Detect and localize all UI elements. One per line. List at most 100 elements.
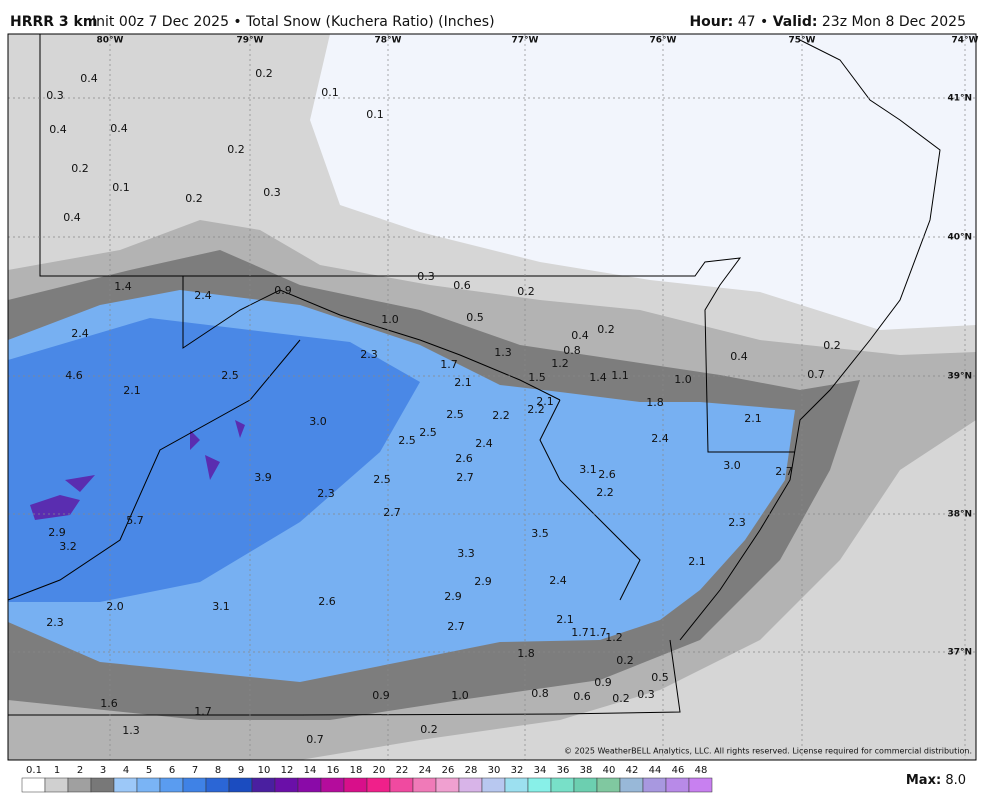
colorbar-label: 5 (146, 765, 152, 776)
colorbar-cell (182, 777, 207, 793)
snow-amount: 0.7 (807, 368, 825, 381)
snow-amount: 2.7 (447, 620, 465, 633)
snow-amount: 2.0 (106, 600, 124, 613)
max-value: 8.0 (945, 773, 966, 788)
colorbar-label: 32 (511, 765, 524, 776)
snow-amount: 2.4 (71, 327, 89, 340)
colorbar-cell (389, 777, 414, 793)
colorbar-label: 30 (488, 765, 501, 776)
colorbar-cell (228, 777, 253, 793)
colorbar-label: 42 (626, 765, 639, 776)
latitude-label: 37°N (947, 648, 972, 658)
snow-amount: 2.4 (549, 574, 567, 587)
snow-amount: 2.7 (775, 465, 793, 478)
snow-amount: 1.3 (122, 724, 140, 737)
valid-time: Hour: 47 • Valid: 23z Mon 8 Dec 2025 (689, 14, 966, 30)
colorbar-cell (550, 777, 575, 793)
snow-amount: 0.5 (651, 671, 669, 684)
snow-amount: 2.2 (527, 403, 545, 416)
longitude-label: 76°W (650, 36, 677, 46)
snow-amount: 0.7 (306, 733, 324, 746)
snow-amount: 2.4 (651, 432, 669, 445)
snow-amount: 2.9 (48, 526, 66, 539)
snow-amount: 2.1 (536, 395, 554, 408)
snow-amount: 0.8 (563, 344, 581, 357)
snow-amount: 2.6 (455, 452, 473, 465)
product: Init 00z 7 Dec 2025 • Total Snow (Kucher… (92, 14, 495, 30)
snow-amount: 2.2 (596, 486, 614, 499)
snow-amount: 0.2 (71, 162, 89, 175)
snow-amount: 0.2 (823, 339, 841, 352)
snow-amount: 2.1 (688, 555, 706, 568)
snow-amount: 0.3 (46, 89, 64, 102)
snow-amount: 3.3 (457, 547, 475, 560)
snow-amount: 0.4 (63, 211, 81, 224)
colorbar-label: 10 (258, 765, 271, 776)
snow-amount: 0.2 (255, 67, 273, 80)
colorbar-cell (688, 777, 713, 793)
snow-amount: 1.3 (494, 346, 512, 359)
snow-amount: 2.4 (475, 437, 493, 450)
snow-amount: 3.1 (579, 463, 597, 476)
snow-amount: 0.2 (185, 192, 203, 205)
colorbar-label: 44 (649, 765, 662, 776)
colorbar-cell (205, 777, 230, 793)
snow-amount: 0.2 (597, 323, 615, 336)
colorbar-label: 34 (534, 765, 547, 776)
snow-amount: 0.9 (372, 689, 390, 702)
map: 0.4 0.2 0.3 0.1 0.4 0.4 0.1 0.2 0.2 0.1 0.3 0.2 0.4 0… (7, 33, 977, 761)
snow-amount: 0.4 (49, 123, 67, 136)
colorbar-label: 2 (77, 765, 83, 776)
colorbar-label: 14 (304, 765, 317, 776)
colorbar-label: 6 (169, 765, 175, 776)
snow-amount: 2.1 (744, 412, 762, 425)
colorbar-cell (573, 777, 598, 793)
snow-amount: 1.1 (611, 369, 629, 382)
snow-amount: 2.7 (456, 471, 474, 484)
snow-amount: 1.7 (571, 626, 589, 639)
snow-amount: 2.4 (194, 289, 212, 302)
snow-amount: 2.5 (398, 434, 416, 447)
colorbar-label: 38 (580, 765, 593, 776)
longitude-label: 78°W (375, 36, 402, 46)
colorbar-cell (113, 777, 138, 793)
colorbar-cell (159, 777, 184, 793)
snow-amount: 0.1 (112, 181, 130, 194)
colorbar-label: 0.1 (26, 765, 42, 776)
snow-amount: 1.2 (551, 357, 569, 370)
colorbar-cell (596, 777, 621, 793)
snow-amount: 2.2 (492, 409, 510, 422)
snow-amount: 2.9 (444, 590, 462, 603)
colorbar-cell (504, 777, 529, 793)
snow-amount: 1.4 (589, 371, 607, 384)
snow-amount: 0.1 (321, 86, 339, 99)
colorbar-cell (619, 777, 644, 793)
colorbar-cell (458, 777, 483, 793)
snow-amount: 2.6 (318, 595, 336, 608)
colorbar-label: 36 (557, 765, 570, 776)
valid-label: Valid: (773, 14, 818, 30)
latitude-label: 41°N (947, 94, 972, 104)
snow-amount: 3.5 (531, 527, 549, 540)
colorbar-cell (665, 777, 690, 793)
snow-amount: 0.1 (366, 108, 384, 121)
colorbar-label: 8 (215, 765, 221, 776)
snow-amount: 2.5 (373, 473, 391, 486)
snow-amount: 1.7 (440, 358, 458, 371)
colorbar-label: 48 (695, 765, 708, 776)
colorbar-label: 7 (192, 765, 198, 776)
snow-amount: 3.0 (723, 459, 741, 472)
latitude-label: 38°N (947, 510, 972, 520)
snow-amount: 0.9 (274, 284, 292, 297)
snow-amount: 2.3 (728, 516, 746, 529)
state-border (39, 34, 795, 453)
snow-amount: 2.3 (317, 487, 335, 500)
colorbar-cell (21, 777, 46, 793)
longitude-label: 75°W (789, 36, 816, 46)
colorbar-cell (320, 777, 345, 793)
snow-amount: 2.9 (474, 575, 492, 588)
snow-amount: 0.6 (453, 279, 471, 292)
colorbar-cell (642, 777, 667, 793)
snow-amount: 2.5 (446, 408, 464, 421)
